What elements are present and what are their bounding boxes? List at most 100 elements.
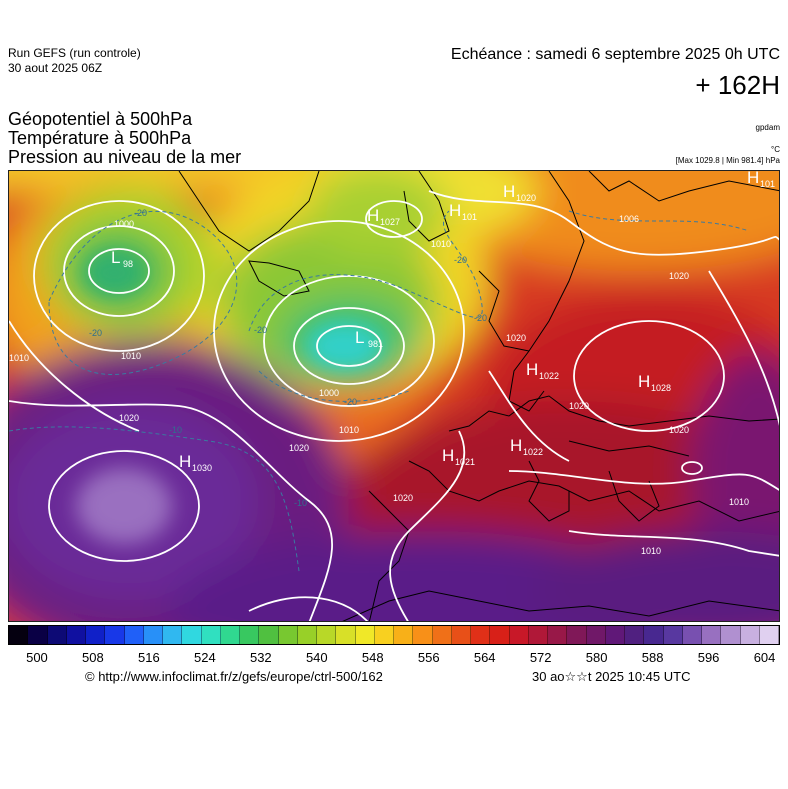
isotherm-label: -20 — [134, 208, 147, 218]
colorbar-swatch — [317, 626, 337, 644]
center-letter: H — [526, 360, 538, 379]
center-high-iceland: H 1027 — [367, 206, 400, 227]
isobar-label: 1010 — [121, 351, 141, 361]
colorbar-swatch — [644, 626, 664, 644]
colorbar-tick-label: 556 — [417, 650, 440, 665]
parameter-list: Géopotentiel à 500hPa Température à 500h… — [8, 110, 241, 167]
colorbar-swatch — [355, 626, 375, 644]
cold-cores — [76, 251, 382, 544]
colorbar-swatch — [740, 626, 760, 644]
colorbar-tick-label: 508 — [82, 650, 104, 665]
colorbar-swatch — [143, 626, 163, 644]
isotherm-label: -20 — [474, 313, 487, 323]
center-value: 1027 — [380, 217, 400, 227]
colorbar-swatch — [625, 626, 645, 644]
center-value: 981 — [368, 339, 383, 349]
colorbar-swatch — [528, 626, 548, 644]
isotherm-label: -20 — [254, 325, 267, 335]
center-low-west: L 98 — [111, 248, 133, 269]
pressure-centers: L 98 L 981 H 1027 H 101 H 1020 H 101 H 1022 H 10… — [111, 171, 775, 473]
isobar-label: 1020 — [119, 413, 139, 423]
lead-time: + 162H — [695, 70, 780, 100]
isobar-label: 1020 — [393, 493, 413, 503]
colorbar-swatch — [432, 626, 452, 644]
colorbar-swatch — [702, 626, 722, 644]
isotherm-label: -10 — [169, 425, 182, 435]
colorbar-swatch — [682, 626, 702, 644]
colorbar-swatch — [567, 626, 587, 644]
isobar-label: 1020 — [569, 401, 589, 411]
colorbar-swatch — [259, 626, 279, 644]
center-letter: H — [510, 436, 522, 455]
valid-time: Echéance : samedi 6 septembre 2025 0h UT… — [450, 46, 780, 63]
run-date: 30 aout 2025 06Z — [8, 61, 103, 75]
isobar-label: 1010 — [9, 353, 29, 363]
isobars — [9, 190, 779, 621]
center-letter: H — [442, 446, 454, 465]
unit-legend: gpdam °C [Max 1029.8 | Min 981.4] hPa — [580, 122, 780, 166]
unit-temperature: °C — [771, 145, 780, 154]
isobar-label: 1010 — [729, 497, 749, 507]
colorbar-swatch — [28, 626, 48, 644]
colorbar — [8, 625, 780, 645]
source-url: © http://www.infoclimat.fr/z/gefs/europe… — [85, 669, 383, 684]
colorbar-swatch — [240, 626, 260, 644]
center-value: 1030 — [192, 463, 212, 473]
colorbar-tick-label: 588 — [641, 650, 664, 665]
colorbar-swatch — [66, 626, 86, 644]
weather-map: L 98 L 981 H 1027 H 101 H 1020 H 101 H 1022 H 10… — [8, 170, 780, 622]
unit-pressure-range: [Max 1029.8 | Min 981.4] hPa — [675, 156, 780, 165]
center-high-alps: H 1022 — [510, 436, 543, 457]
center-high-azores: H 1030 — [179, 452, 212, 473]
center-letter: L — [355, 328, 364, 347]
isobar-label: 1020 — [669, 425, 689, 435]
isotherm-label: -20 — [344, 397, 357, 407]
colorbar-tick-label: 572 — [529, 650, 552, 665]
isobar-label: 1010 — [431, 239, 451, 249]
param-pressure: Pression au niveau de la mer — [8, 147, 242, 167]
center-letter: H — [179, 452, 191, 471]
center-value: 98 — [123, 259, 133, 269]
colorbar-swatch — [663, 626, 683, 644]
colorbar-swatch — [490, 626, 510, 644]
colorbar-swatch — [86, 626, 106, 644]
colorbar-swatch — [586, 626, 606, 644]
center-value: 1022 — [539, 371, 559, 381]
colorbar-swatch — [509, 626, 529, 644]
colorbar-swatch — [278, 626, 298, 644]
isobar-label: 1000 — [319, 388, 339, 398]
colorbar-swatch — [9, 626, 29, 644]
param-geopotential: Géopotentiel à 500hPa — [8, 109, 193, 129]
center-letter: L — [111, 248, 120, 267]
center-letter: H — [503, 182, 515, 201]
center-low-atlantic: L 981 — [355, 328, 383, 349]
map-canvas: L 98 L 981 H 1027 H 101 H 1020 H 101 H 1022 H 10… — [9, 171, 779, 621]
isobar-label: 1020 — [669, 271, 689, 281]
isotherm-labels: -20 -20 -20 -20 -20 -20 -10 -10 — [89, 208, 487, 508]
center-high-northeast: H 101 — [747, 171, 775, 189]
center-value: 1028 — [651, 383, 671, 393]
colorbar-swatch — [336, 626, 356, 644]
colorbar-swatch — [124, 626, 144, 644]
isotherm-label: -10 — [294, 498, 307, 508]
colorbar-tick-label: 596 — [697, 650, 720, 665]
colorbar-swatch — [105, 626, 125, 644]
colorbar-swatch — [201, 626, 221, 644]
isotherm-label: -20 — [454, 255, 467, 265]
colorbar-tick-label: 580 — [585, 650, 608, 665]
colorbar-tick-label: 540 — [305, 650, 328, 665]
param-temperature: Température à 500hPa — [8, 128, 192, 148]
colorbar-swatch — [163, 626, 183, 644]
isobar-label: 1006 — [619, 214, 639, 224]
colorbar-swatch — [297, 626, 317, 644]
colorbar-tick-label: 500 — [26, 650, 48, 665]
colorbar-swatch — [605, 626, 625, 644]
isobar-labels: 1000 1010 1020 1000 1010 1020 1010 1020 … — [9, 214, 749, 556]
colorbar-swatch — [413, 626, 433, 644]
colorbar-tick-label: 516 — [138, 650, 160, 665]
isobar-label: 1010 — [641, 546, 661, 556]
colorbar-swatch — [374, 626, 394, 644]
colorbar-tick-label: 604 — [753, 650, 776, 665]
center-high-north: H 1020 — [503, 182, 536, 203]
colorbar-swatch — [471, 626, 491, 644]
